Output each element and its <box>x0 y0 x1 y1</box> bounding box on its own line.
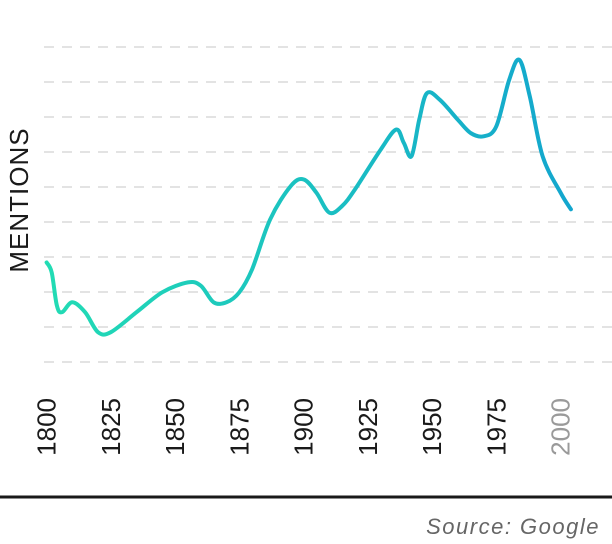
x-tick-label: 1925 <box>353 398 383 456</box>
series-line <box>44 57 573 337</box>
x-tick-label: 1900 <box>289 398 319 456</box>
x-tick-label: 1975 <box>481 398 511 456</box>
x-axis-ticks: 1800 1825 1850 1875 1900 1925 1950 1975 2000 <box>32 398 576 456</box>
x-tick-label: 1825 <box>96 398 126 456</box>
x-tick-label: 1850 <box>160 398 190 456</box>
x-tick-label: 2000 <box>546 398 576 456</box>
x-tick-label: 1950 <box>417 398 447 456</box>
gridlines <box>44 46 612 363</box>
y-axis-label: MENTIONS <box>4 127 34 272</box>
source-note: Source: Google <box>426 514 600 539</box>
x-tick-label: 1875 <box>224 398 254 456</box>
x-tick-label: 1800 <box>32 398 62 456</box>
